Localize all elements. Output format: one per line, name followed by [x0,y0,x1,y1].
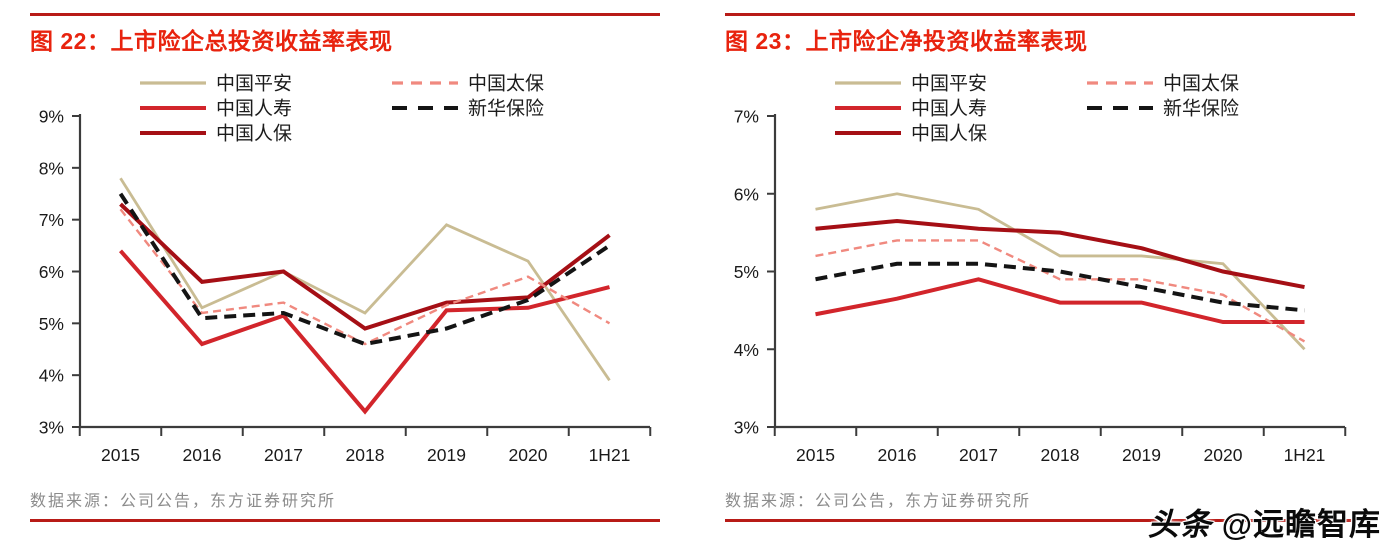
watermark: 头条 @远瞻智库 [1148,499,1381,544]
x-tick-label: 2020 [509,445,548,465]
series-line-1 [815,277,1305,325]
legend-label: 中国人保 [216,123,292,145]
x-tick-label: 2017 [264,445,303,465]
y-tick-label: 5% [734,262,759,282]
figure-22-top-rule [30,13,660,16]
figure-22-title: 图 22：上市险企总投资收益率表现 [30,28,393,54]
legend-label: 中国人寿 [911,98,987,120]
y-tick-label: 4% [734,340,759,360]
x-tick-label: 2015 [101,445,140,465]
y-tick-label: 4% [39,366,64,386]
y-tick-label: 7% [39,210,64,230]
figure-23-source: 数据来源：公司公告，东方证券研究所 [725,493,1032,510]
legend-label: 新华保险 [468,98,544,120]
x-tick-label: 2020 [1204,445,1243,465]
series-line-2 [119,202,611,331]
x-tick-label: 2019 [1122,445,1161,465]
x-tick-label: 2015 [796,445,835,465]
figure-23-bottom-rule [725,519,1355,522]
legend-label: 中国太保 [1163,73,1239,95]
y-tick-label: 7% [734,107,759,127]
x-tick-label: 1H21 [589,445,631,465]
watermark-brand-logo: 头条 [1147,507,1212,542]
x-tick-label: 2019 [427,445,466,465]
watermark-handle: @远瞻智库 [1221,507,1381,542]
legend-label: 中国平安 [911,73,987,95]
x-tick-label: 2016 [183,445,222,465]
legend-label: 中国人保 [911,123,987,145]
figure-22-bottom-rule [30,519,660,522]
figure-23-top-rule [725,13,1355,16]
y-tick-label: 3% [734,418,759,438]
legend-label: 中国平安 [216,73,292,95]
legend-label: 中国人寿 [216,98,292,120]
figure-22-panel: 图 22：上市险企总投资收益率表现 3% 4% 5% 6% 7% 8% 9% 2015 2016… [0,0,694,552]
y-tick-label: 9% [39,107,64,127]
y-tick-label: 6% [734,184,759,204]
figure-23-chart: 3% 4% 5% 6% 7% 2015 2016 2017 2018 2019 2020 1H21 中国… [734,73,1347,465]
y-tick-label: 3% [39,418,64,438]
legend-label: 新华保险 [1163,98,1239,120]
y-tick-label: 5% [39,314,64,334]
legend-label: 中国太保 [468,73,544,95]
series-line-4 [815,261,1305,313]
figure-22-chart: 3% 4% 5% 6% 7% 8% 9% 2015 2016 2017 2018 2019 2020 1H… [39,73,652,465]
figure-23-title: 图 23：上市险企净投资收益率表现 [725,28,1088,54]
series-line-1 [118,249,610,415]
y-tick-label: 8% [39,158,64,178]
x-tick-label: 1H21 [1284,445,1326,465]
x-tick-label: 2018 [1041,445,1080,465]
x-tick-label: 2018 [346,445,385,465]
series-line-3 [119,208,611,346]
figure-23-panel: 图 23：上市险企净投资收益率表现 3% 4% 5% 6% 7% 2015 2016 2017… [695,0,1389,552]
series-line-0 [815,192,1306,351]
series-line-3 [815,239,1306,343]
figure-22-source: 数据来源：公司公告，东方证券研究所 [30,493,337,510]
series-line-4 [118,192,611,347]
x-tick-label: 2016 [878,445,917,465]
series-line-2 [815,218,1305,290]
series-line-0 [119,177,611,382]
x-tick-label: 2017 [959,445,998,465]
y-tick-label: 6% [39,262,64,282]
